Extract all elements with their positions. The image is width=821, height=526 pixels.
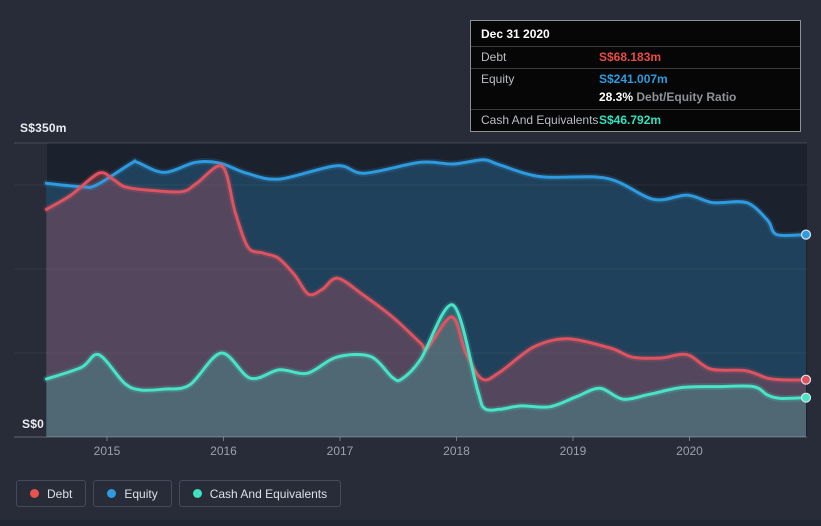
tooltip-equity-value: S$241.007m — [599, 72, 668, 86]
y-axis-max-label: S$350m — [20, 121, 67, 135]
tooltip-date: Dec 31 2020 — [471, 21, 800, 47]
tooltip-cash-value: S$46.792m — [599, 113, 662, 127]
legend-cash-label: Cash And Equivalents — [209, 486, 328, 501]
legend-item-debt[interactable]: Debt — [16, 480, 87, 507]
x-tick-label-2018: 2018 — [443, 444, 470, 458]
tooltip-equity-label: Equity — [481, 72, 515, 86]
legend-debt-label: Debt — [47, 486, 73, 501]
cash-and-equivalents-endpoint-dot[interactable] — [800, 392, 812, 403]
chart-tooltip: Dec 31 2020 Debt S$68.183m Equity S$241.… — [470, 20, 801, 132]
legend-item-cash[interactable]: Cash And Equivalents — [178, 480, 342, 507]
cash-and-equivalents-line — [44, 303, 808, 412]
tooltip-row-equity: Equity S$241.007m — [471, 69, 800, 90]
equity-endpoint-dot[interactable] — [800, 229, 812, 240]
tooltip-row-debt: Debt S$68.183m — [471, 47, 800, 69]
debt-endpoint-dot[interactable] — [800, 374, 812, 385]
equity-dot-icon — [107, 489, 117, 498]
equity-area — [46, 159, 806, 438]
tooltip-ratio-value: 28.3% — [599, 90, 634, 104]
tooltip-debt-label: Debt — [481, 50, 507, 64]
bottom-edge-strip — [0, 520, 821, 526]
chart-legend: Debt Equity Cash And Equivalents — [16, 480, 342, 507]
equity-line — [44, 158, 808, 238]
debt-area — [46, 165, 806, 438]
debt-line — [44, 164, 808, 382]
tooltip-row-cash: Cash And Equivalents S$46.792m — [471, 110, 800, 131]
x-tick-label-2017: 2017 — [327, 444, 354, 458]
tooltip-debt-value: S$68.183m — [599, 50, 662, 64]
tooltip-row-ratio: 28.3% Debt/Equity Ratio — [471, 90, 800, 110]
x-tick-label-2015: 2015 — [94, 444, 121, 458]
x-tick-label-2019: 2019 — [560, 444, 587, 458]
tooltip-cash-label: Cash And Equivalents — [481, 113, 599, 127]
legend-item-equity[interactable]: Equity — [93, 480, 172, 507]
cash-and-equivalents-area — [46, 304, 806, 437]
x-tick-label-2016: 2016 — [210, 444, 237, 458]
y-axis-min-label: S$0 — [22, 417, 44, 431]
cash-dot-icon — [192, 489, 202, 498]
legend-equity-label: Equity — [124, 486, 158, 501]
tooltip-ratio-label: Debt/Equity Ratio — [636, 90, 737, 104]
x-tick-label-2020: 2020 — [676, 444, 703, 458]
debt-dot-icon — [30, 489, 39, 498]
